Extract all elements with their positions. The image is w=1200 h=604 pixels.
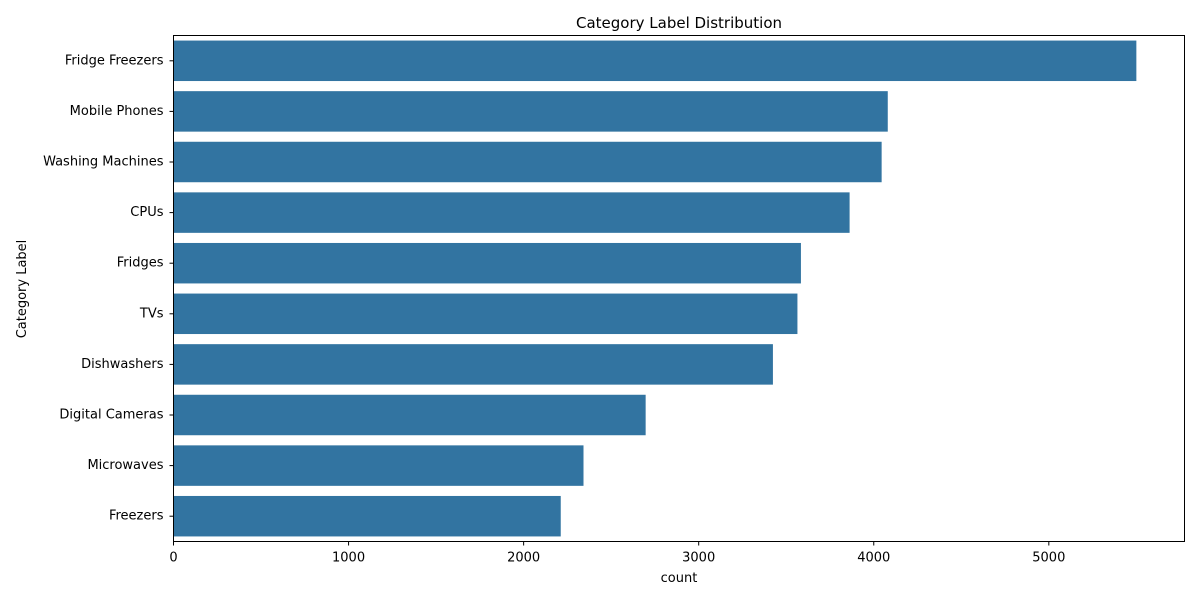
bar xyxy=(173,293,798,335)
bar xyxy=(173,192,850,233)
bar xyxy=(173,141,882,183)
x-tick-label: 5000 xyxy=(1032,551,1065,566)
bar xyxy=(173,242,801,284)
bar xyxy=(173,445,584,486)
y-axis-ticks: Fridge Freezers Mobile Phones Washing Mach… xyxy=(43,53,174,524)
y-tick-label: TVs xyxy=(139,306,164,321)
bar xyxy=(173,91,888,132)
y-tick-label: CPUs xyxy=(130,205,163,220)
bar xyxy=(173,40,1137,82)
x-tick-label: 1000 xyxy=(332,551,365,566)
x-tick-label: 0 xyxy=(169,551,177,566)
y-tick-label: Fridges xyxy=(117,256,164,271)
y-axis-label: Category Label xyxy=(15,240,30,339)
plot-frame xyxy=(173,35,1185,542)
bars xyxy=(173,40,1137,537)
x-axis-label: count xyxy=(661,571,698,586)
x-tick-label: 4000 xyxy=(857,551,890,566)
x-tick-label: 2000 xyxy=(507,551,540,566)
x-axis-ticks: 0 1000 2000 3000 4000 5000 xyxy=(169,541,1065,566)
chart-title: Category Label Distribution xyxy=(576,14,782,32)
y-tick-label: Dishwashers xyxy=(81,357,164,372)
x-tick-label: 3000 xyxy=(682,551,715,566)
y-tick-label: Microwaves xyxy=(87,458,163,473)
y-tick-label: Mobile Phones xyxy=(70,104,164,119)
y-tick-label: Digital Cameras xyxy=(59,408,163,423)
bar xyxy=(173,495,561,537)
y-tick-label: Fridge Freezers xyxy=(65,53,164,68)
bar xyxy=(173,394,646,436)
y-tick-label: Washing Machines xyxy=(43,155,164,170)
bar xyxy=(173,344,773,385)
y-tick-label: Freezers xyxy=(109,509,164,524)
